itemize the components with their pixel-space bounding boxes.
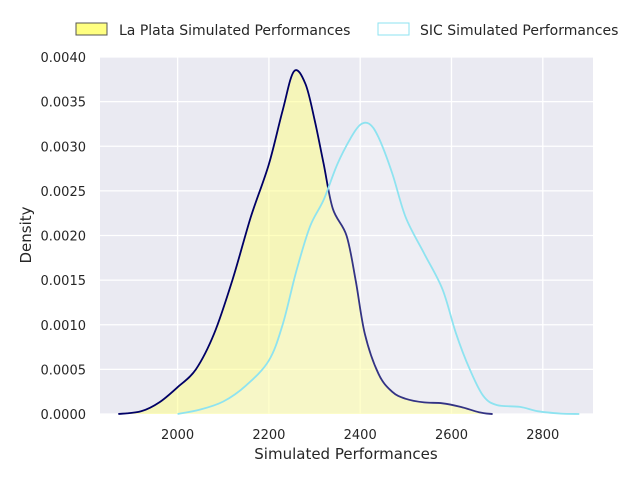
x-axis-label: Simulated Performances	[254, 445, 438, 463]
x-tick-label: 2800	[526, 428, 559, 443]
sic-density-line	[177, 121, 580, 415]
x-tick-label: 2600	[435, 428, 468, 443]
legend: La Plata Simulated Performances SIC Simul…	[75, 22, 618, 39]
y-axis-ticks: 0.0000 0.0005 0.0010 0.0015 0.0020 0.0025 0.00…	[41, 51, 87, 423]
y-axis-label: Density	[17, 206, 35, 263]
y-tick-label: 0.0005	[41, 363, 87, 378]
legend-swatch-sic	[377, 22, 410, 36]
legend-label-la-plata: La Plata Simulated Performances	[119, 23, 350, 39]
series-layer	[118, 69, 580, 415]
y-tick-label: 0.0020	[41, 230, 87, 245]
la-plata-density-line	[118, 69, 493, 415]
y-tick-label: 0.0035	[41, 96, 87, 111]
x-tick-label: 2200	[252, 428, 285, 443]
y-tick-label: 0.0000	[41, 408, 87, 423]
y-tick-label: 0.0025	[41, 185, 87, 200]
legend-swatch-la-plata	[75, 22, 108, 36]
y-tick-label: 0.0040	[41, 51, 87, 66]
x-axis-ticks: 2000 2200 2400 2600 2800	[161, 428, 559, 443]
y-tick-label: 0.0030	[41, 140, 87, 155]
x-tick-label: 2400	[344, 428, 377, 443]
legend-label-sic: SIC Simulated Performances	[420, 23, 618, 39]
x-tick-label: 2000	[161, 428, 194, 443]
y-tick-label: 0.0010	[41, 319, 87, 334]
y-tick-label: 0.0015	[41, 274, 87, 289]
